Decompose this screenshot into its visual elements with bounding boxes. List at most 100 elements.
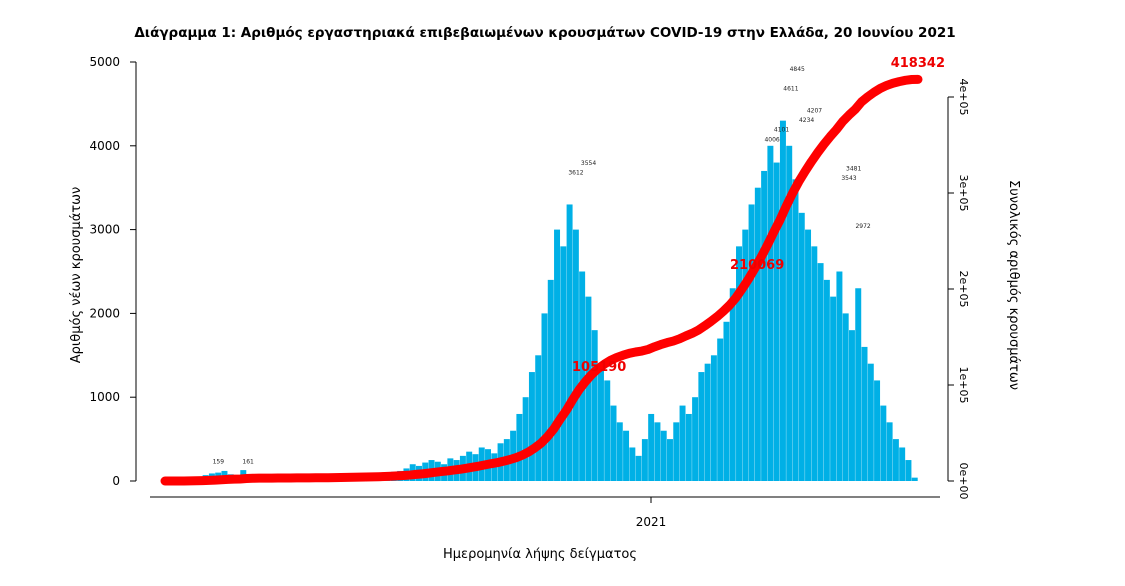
bar <box>616 422 623 481</box>
bar <box>855 288 862 481</box>
bar <box>585 296 592 481</box>
bar <box>830 296 837 481</box>
y-axis-right: 0e+00 1e+05 2e+05 3e+05 4e+05 <box>947 79 970 500</box>
bar <box>786 145 793 482</box>
y-tick-label: 4000 <box>89 139 120 153</box>
bar <box>911 477 918 481</box>
bar <box>679 405 686 481</box>
bar-value-label: 4611 <box>783 86 798 93</box>
bar <box>748 204 755 481</box>
bar <box>892 439 899 481</box>
y-tick-label: 2000 <box>89 306 120 320</box>
bar <box>528 372 535 481</box>
bar <box>754 187 761 481</box>
bar <box>698 372 705 481</box>
cumulative-label: 105190 <box>572 360 626 375</box>
y-axis-label: Αριθμός νέων κρουσμάτων <box>69 187 84 364</box>
bar <box>861 346 868 481</box>
bar <box>579 271 586 481</box>
bar <box>660 430 667 481</box>
bar <box>597 363 604 481</box>
bar <box>710 355 717 481</box>
cumulative-line-group <box>160 74 923 486</box>
bar <box>623 430 630 481</box>
cumulative-label: 210069 <box>730 258 784 273</box>
bar <box>867 363 874 481</box>
bar <box>817 263 824 481</box>
bar <box>560 246 567 481</box>
bar <box>673 422 680 481</box>
bar <box>685 413 692 481</box>
y2-axis-label: Συνολικός αριθμός κρουσμάτων <box>1006 180 1021 390</box>
bar-value-label: 3481 <box>846 165 861 172</box>
bar <box>811 246 818 481</box>
bar-value-label: 4845 <box>790 66 805 73</box>
bar-value-label: 4234 <box>799 117 814 124</box>
bar <box>591 330 598 481</box>
bar <box>629 447 636 481</box>
bar <box>899 447 906 481</box>
y2-tick-label: 2e+05 <box>957 271 970 308</box>
bar <box>886 422 893 481</box>
x-axis-label: Ημερομηνία λήψης δείγματος <box>443 547 637 562</box>
bar <box>767 145 774 482</box>
bar-value-label: 4101 <box>774 126 789 133</box>
bar <box>522 397 529 481</box>
bar <box>905 460 912 481</box>
bar <box>566 204 573 481</box>
bar <box>516 413 523 481</box>
bar <box>654 422 661 481</box>
bar <box>880 405 887 481</box>
bar <box>547 279 554 481</box>
y2-tick-label: 0e+00 <box>957 463 970 500</box>
y2-tick-label: 3e+05 <box>957 175 970 212</box>
bar <box>692 397 699 481</box>
bar <box>704 363 711 481</box>
chart-title: Διάγραμμα 1: Αριθμός εργαστηριακά επιβεβ… <box>134 25 955 41</box>
bar-value-label: 4207 <box>807 107 822 114</box>
bar <box>604 380 611 481</box>
x-tick-label: 2021 <box>636 515 667 529</box>
x-axis: 2021 <box>150 496 940 529</box>
y-tick-label: 1000 <box>89 390 120 404</box>
y2-tick-label: 1e+05 <box>957 367 970 404</box>
bar <box>848 330 855 481</box>
bar <box>723 321 730 481</box>
bar <box>572 229 579 481</box>
bar <box>736 246 742 481</box>
bar <box>641 439 648 481</box>
cumulative-final-label: 418342 <box>891 56 945 71</box>
bar <box>648 413 655 481</box>
bar <box>554 229 561 481</box>
y-tick-label: 3000 <box>89 223 120 237</box>
bar <box>729 288 736 481</box>
bar-value-label: 3612 <box>568 169 583 176</box>
bar <box>667 439 673 481</box>
bar <box>773 162 780 481</box>
y-tick-label: 5000 <box>89 55 120 69</box>
bar-value-label: 4006 <box>764 136 779 143</box>
bar <box>823 279 830 481</box>
y-axis-left: 0 1000 2000 3000 4000 5000 <box>89 55 137 488</box>
bar-value-label: 161 <box>242 459 254 466</box>
bar <box>792 179 799 481</box>
bar-value-label: 3543 <box>841 175 856 182</box>
bar-labels-group: 3612 3554 4006 4101 4611 4845 4234 4207 3543 3481… <box>213 66 871 466</box>
cumulative-labels-group: 418342 105190 210069 <box>572 56 945 375</box>
y-tick-label: 0 <box>112 474 120 488</box>
bar <box>874 380 881 481</box>
bar <box>836 271 843 481</box>
bar <box>717 338 724 481</box>
bar <box>635 455 642 481</box>
bar-value-label: 159 <box>213 459 225 466</box>
bar <box>761 170 768 481</box>
bar <box>541 313 548 481</box>
bar-value-label: 3554 <box>581 160 596 167</box>
bar <box>805 229 812 481</box>
bar <box>779 120 786 481</box>
y2-tick-label: 4e+05 <box>957 79 970 116</box>
bar <box>798 212 805 481</box>
bar-value-label: 2972 <box>855 223 870 230</box>
